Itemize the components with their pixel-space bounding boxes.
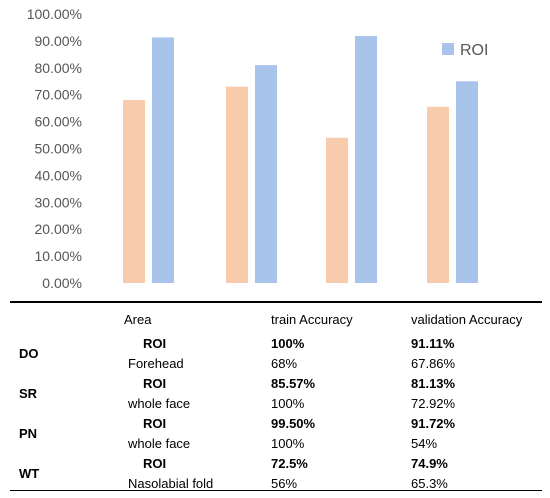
- validation-accuracy-cell: 74.9%: [411, 456, 448, 471]
- y-tick-label: 80.00%: [35, 60, 82, 76]
- validation-accuracy-cell: 72.92%: [411, 396, 456, 411]
- y-tick-label: 10.00%: [35, 248, 82, 264]
- y-tick-label: 60.00%: [35, 114, 82, 130]
- header-train-accuracy: train Accuracy: [271, 312, 353, 327]
- y-tick-label: 90.00%: [35, 33, 82, 49]
- validation-accuracy-cell: 54%: [411, 436, 438, 451]
- y-tick-label: 50.00%: [35, 141, 82, 157]
- area-cell: ROI: [143, 376, 167, 391]
- train-accuracy-cell: 68%: [271, 356, 298, 371]
- train-accuracy-cell: 85.57%: [271, 376, 316, 391]
- train-accuracy-cell: 99.50%: [271, 416, 316, 431]
- y-tick-label: 0.00%: [42, 275, 82, 291]
- group-label: PN: [19, 426, 38, 441]
- train-accuracy-cell: 56%: [271, 476, 298, 491]
- bar-chart: 0.00% 10.00% 20.00% 30.00% 40.00% 50.00% 60.00…: [27, 6, 489, 291]
- area-cell: Nasolabial fold: [128, 476, 214, 491]
- group-label: DO: [19, 346, 39, 361]
- bar-series-2-group-1: [152, 37, 174, 283]
- table-top-rule: [10, 301, 542, 303]
- header-validation-accuracy: validation Accuracy: [411, 312, 523, 327]
- legend-swatch: [442, 43, 454, 55]
- validation-accuracy-cell: 91.11%: [411, 336, 455, 351]
- y-tick-label: 30.00%: [35, 194, 82, 210]
- bar-series-2-group-3: [355, 36, 377, 283]
- area-cell: Forehead: [128, 356, 184, 371]
- bar-series-1-group-3: [326, 137, 348, 283]
- bar-series-1-group-2: [226, 86, 248, 283]
- bar-series-1-group-4: [427, 106, 449, 284]
- y-tick-label: 100.00%: [27, 6, 82, 22]
- bar-series-1-group-1: [123, 100, 145, 283]
- bar-series-2-group-2: [255, 65, 277, 283]
- y-tick-label: 40.00%: [35, 167, 82, 183]
- area-cell: ROI: [143, 336, 167, 351]
- legend-label: ROI: [460, 42, 488, 59]
- area-cell: ROI: [143, 416, 167, 431]
- bar-series-2-group-4: [456, 81, 478, 283]
- group-label: WT: [19, 466, 40, 481]
- area-cell: whole face: [128, 436, 191, 451]
- train-accuracy-cell: 100%: [271, 436, 305, 451]
- y-tick-label: 70.00%: [35, 87, 82, 103]
- train-accuracy-cell: 72.5%: [271, 456, 308, 471]
- table-bottom-rule: [10, 490, 542, 491]
- header-area: Area: [124, 312, 152, 327]
- validation-accuracy-cell: 81.13%: [411, 376, 456, 391]
- area-cell: ROI: [143, 456, 167, 471]
- area-cell: whole face: [128, 396, 191, 411]
- y-tick-label: 20.00%: [35, 221, 82, 237]
- validation-accuracy-cell: 67.86%: [411, 356, 456, 371]
- group-label: SR: [19, 386, 38, 401]
- train-accuracy-cell: 100%: [271, 396, 305, 411]
- validation-accuracy-cell: 65.3%: [411, 476, 448, 491]
- validation-accuracy-cell: 91.72%: [411, 416, 456, 431]
- train-accuracy-cell: 100%: [271, 336, 305, 351]
